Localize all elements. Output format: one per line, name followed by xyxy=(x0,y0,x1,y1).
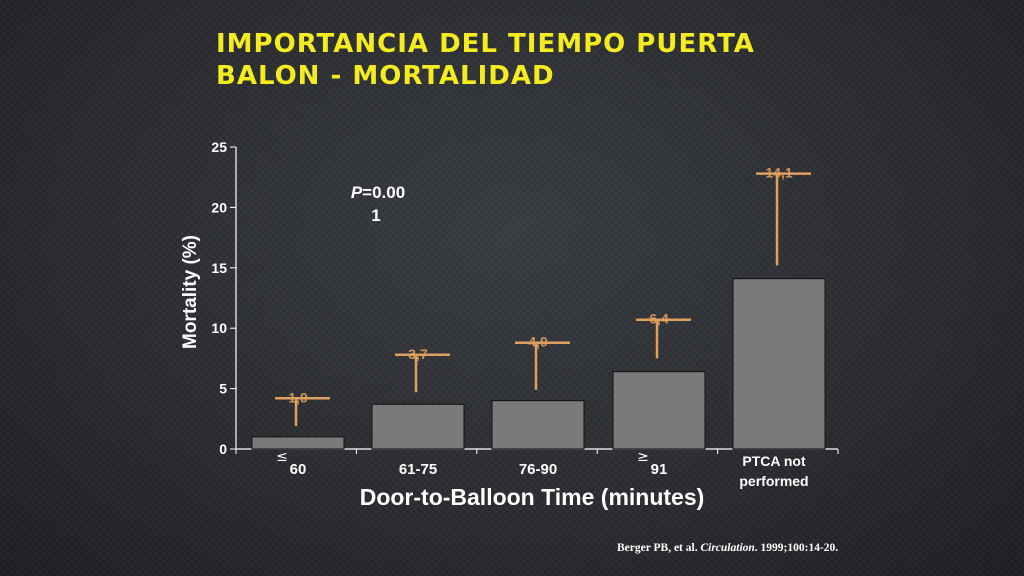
y-tick-label: 10 xyxy=(211,320,227,336)
x-tick-symbol: ≤ xyxy=(276,449,288,465)
y-axis-title: Mortality (%) xyxy=(180,235,201,349)
p-value-annotation: P=0.00 xyxy=(351,183,405,202)
bar xyxy=(612,371,706,450)
y-tick-label: 25 xyxy=(211,139,227,155)
y-tick-label: 20 xyxy=(211,199,227,215)
x-tick-label: 76-90 xyxy=(519,461,557,478)
citation-journal: Circulation xyxy=(700,542,755,554)
data-label: 6,4 xyxy=(649,311,669,327)
bar xyxy=(371,403,465,450)
bar xyxy=(251,436,345,450)
data-label: 4,0 xyxy=(528,334,548,350)
y-tick-label: 5 xyxy=(219,381,227,397)
p-value-number: =0.00 xyxy=(362,183,405,202)
data-label: 1,0 xyxy=(288,389,308,405)
slide-title-line-2: BALON - MORTALIDAD xyxy=(216,61,555,91)
citation-details: . 1999;100:14-20. xyxy=(754,542,839,554)
data-label: 3,7 xyxy=(408,346,428,362)
data-label: 14,1 xyxy=(765,165,792,181)
bar xyxy=(491,400,585,450)
p-value-annotation-wrap: 1 xyxy=(371,206,380,225)
p-value-symbol: P xyxy=(351,183,363,202)
x-tick-label: 61-75 xyxy=(399,461,437,478)
x-tick-symbol: ≥ xyxy=(637,449,649,465)
citation: Berger PB, et al. Circulation. 1999;100:… xyxy=(617,542,838,554)
bar xyxy=(732,278,826,450)
y-tick-label: 0 xyxy=(219,441,227,457)
x-tick-label: 91 xyxy=(651,461,668,478)
y-tick-label: 15 xyxy=(211,260,227,276)
slide-title-line-1: IMPORTANCIA DEL TIEMPO PUERTA xyxy=(216,29,755,59)
x-tick-label: performed xyxy=(739,473,808,489)
citation-authors: Berger PB, et al. xyxy=(617,542,701,554)
x-tick-label: PTCA not xyxy=(742,453,806,469)
x-tick-label: 60 xyxy=(290,461,307,478)
x-axis-title: Door-to-Balloon Time (minutes) xyxy=(360,484,705,510)
slide-title: IMPORTANCIA DEL TIEMPO PUERTA BALON - MO… xyxy=(216,28,755,92)
